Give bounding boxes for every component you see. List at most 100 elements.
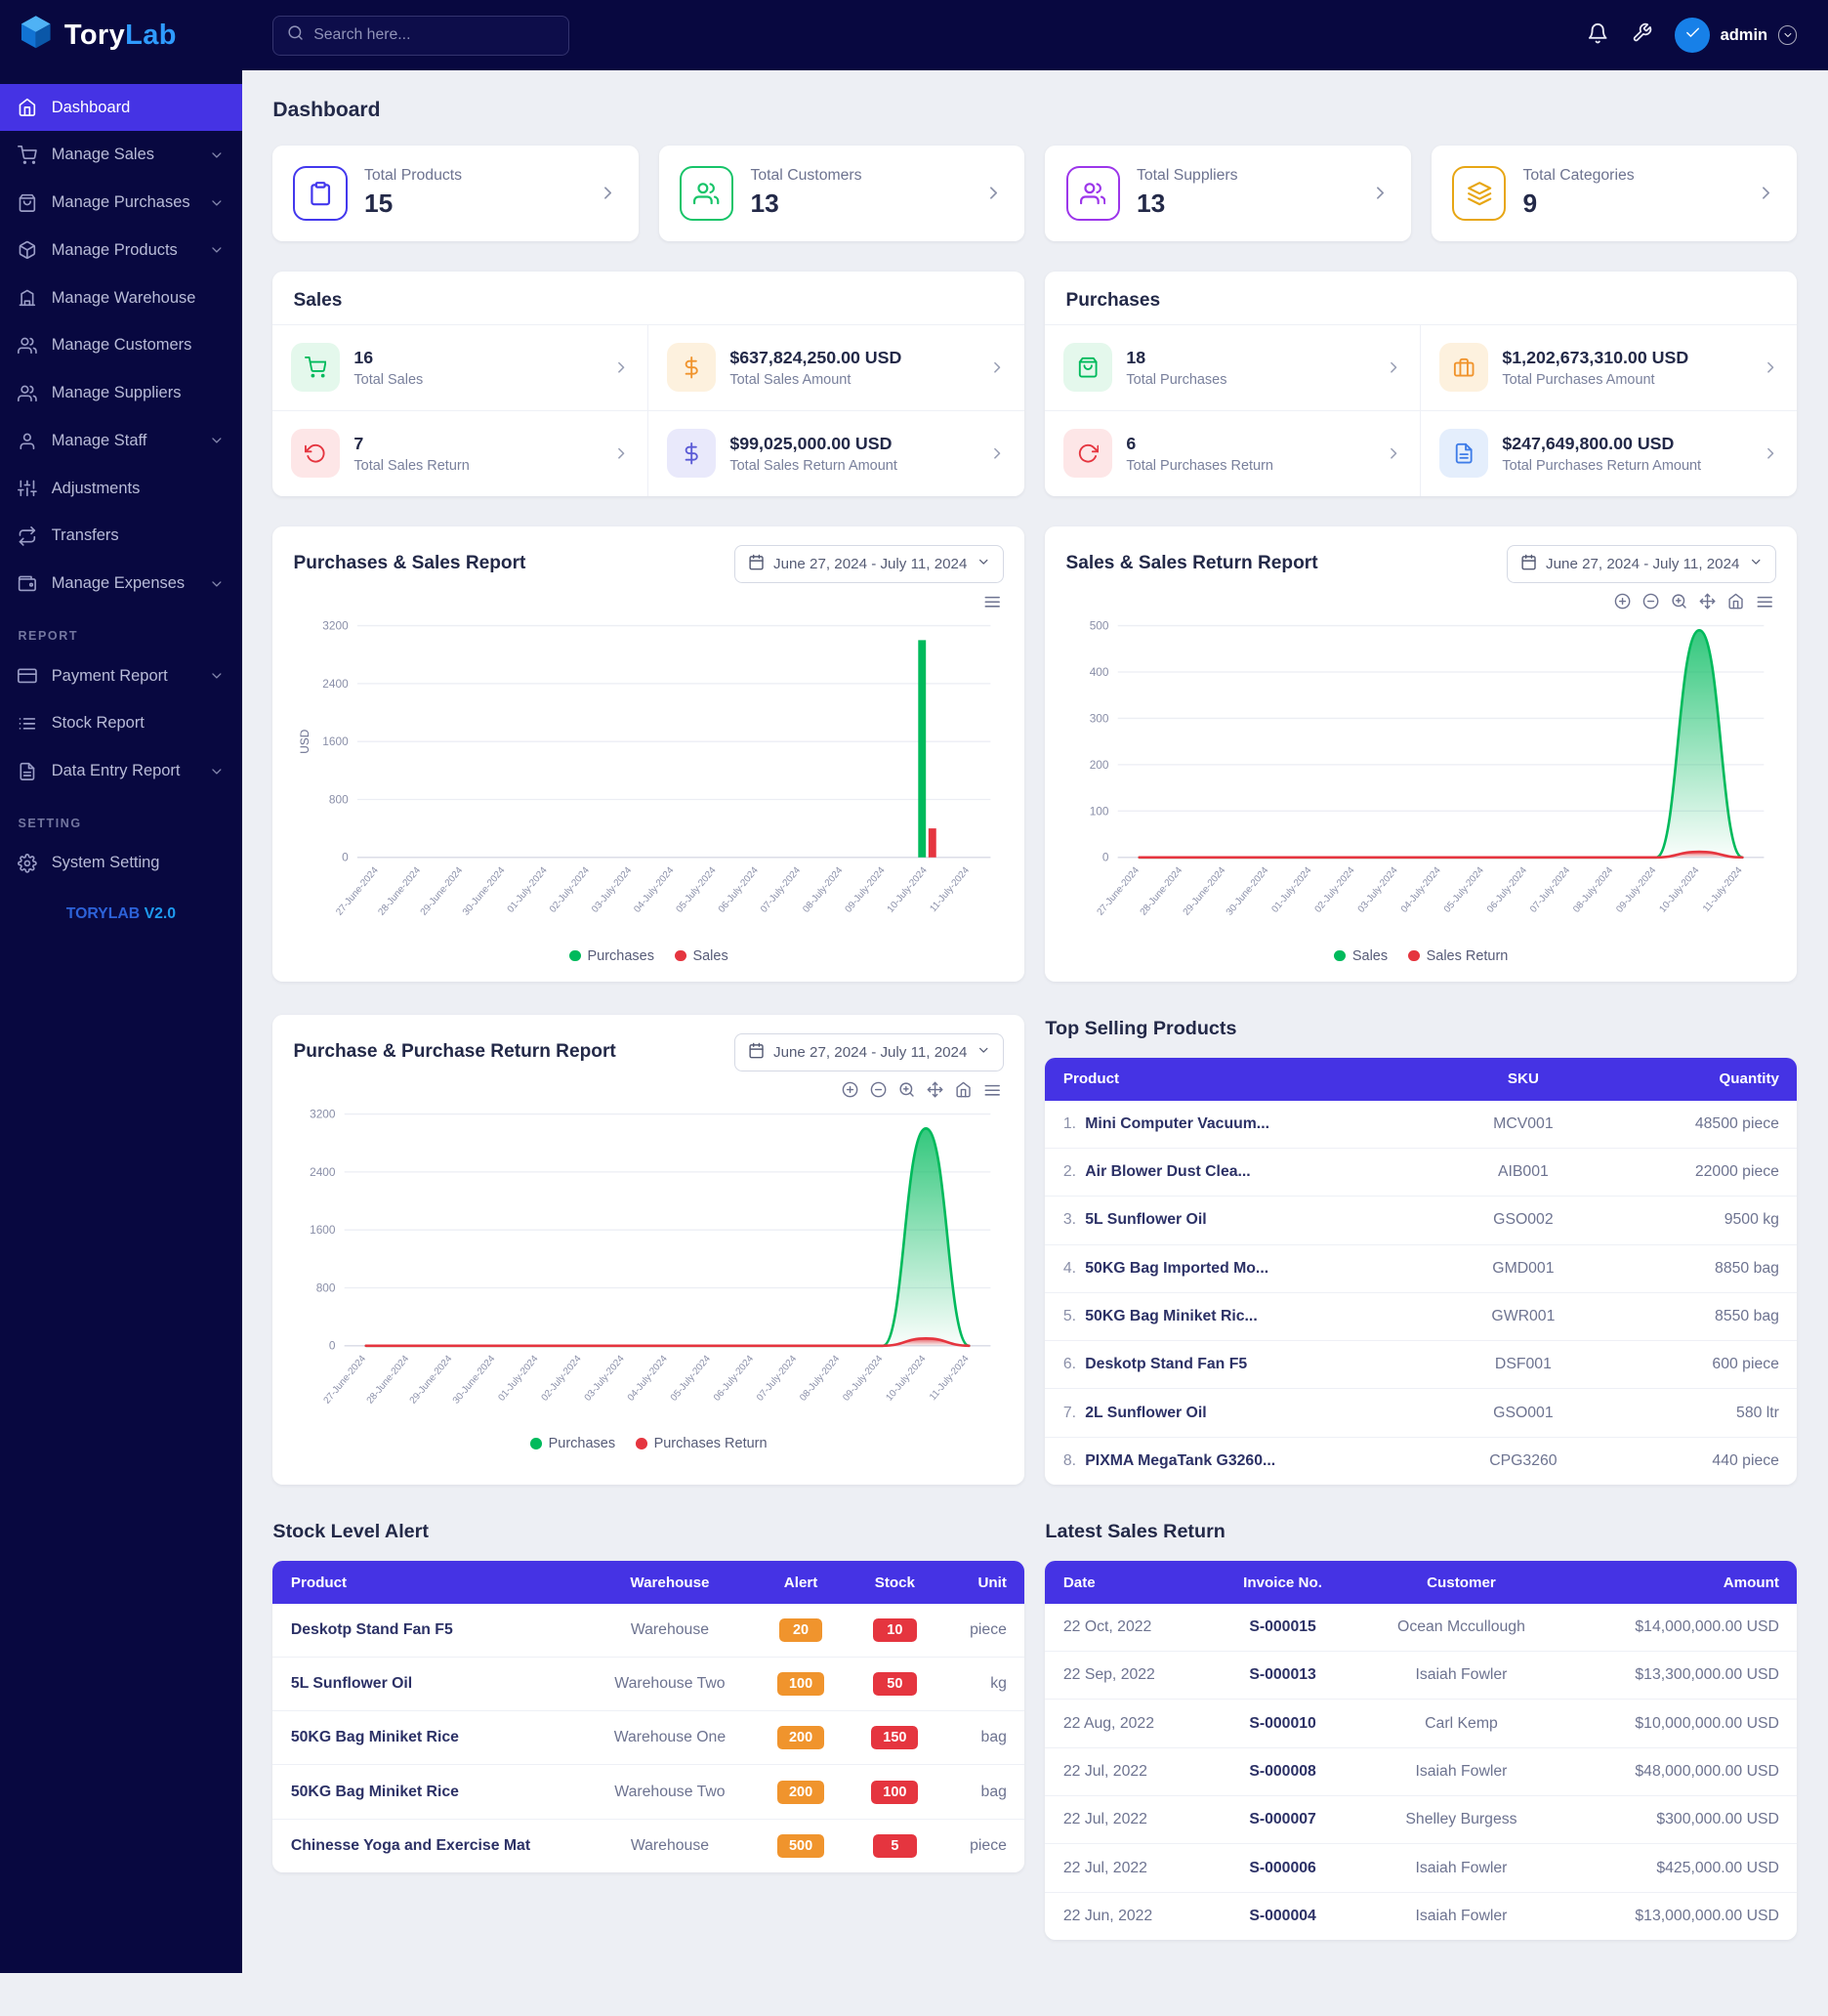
row-number: 8. [1062,1451,1077,1469]
legend-item-purchases[interactable]: Purchases [530,1436,615,1451]
wrench-icon [1632,22,1652,48]
customer-name: Ocean Mccullough [1397,1617,1525,1635]
legend-item-purchases-return[interactable]: Purchases Return [636,1436,768,1451]
sidebar-item-manage-purchases[interactable]: Manage Purchases [0,179,242,227]
column-header-customer: Customer [1355,1561,1566,1604]
stat-card-total-suppliers[interactable]: Total Suppliers 13 [1045,146,1411,241]
date-range-select[interactable]: June 27, 2024 - July 11, 2024 [733,1032,1005,1071]
calendar-icon [748,554,765,574]
notifications-button[interactable] [1587,22,1608,49]
legend-item-sales[interactable]: Sales [1334,948,1388,964]
chart-legend: Sales Sales Return [1066,945,1777,969]
reset-zoom-icon[interactable] [955,1081,972,1101]
tile-total-purchases-amount[interactable]: $1,202,673,310.00 USD Total Purchases Amo… [1421,323,1798,410]
box-icon [18,240,38,261]
column-header-product: Product [1045,1058,1441,1101]
table-row: 22 Jul, 2022 S-000006 Isaiah Fowler $425,00… [1045,1843,1798,1893]
date-range-select[interactable]: June 27, 2024 - July 11, 2024 [733,544,1005,583]
table-cell: MCV001 [1440,1100,1606,1149]
sidebar-item-label: Manage Expenses [51,574,186,593]
pan-icon[interactable] [1699,593,1716,612]
column-header-sku: SKU [1440,1058,1606,1101]
product-sku: GMD001 [1492,1259,1555,1277]
reset-zoom-icon[interactable] [1727,593,1744,612]
svg-text:11-July-2024: 11-July-2024 [928,1353,972,1403]
stock-alert-section: Stock Level Alert Product Warehouse Alert S… [272,1518,1025,1940]
zoom-in-icon[interactable] [1614,593,1631,612]
tools-button[interactable] [1632,22,1652,48]
zoom-out-icon[interactable] [870,1081,887,1101]
table-row: 22 Aug, 2022 S-000010 Carl Kemp $10,000,000… [1045,1699,1798,1748]
chevron-right-icon [988,444,1006,462]
pan-icon[interactable] [927,1081,943,1101]
zoom-in-icon[interactable] [842,1081,858,1101]
sidebar-item-manage-staff[interactable]: Manage Staff [0,417,242,465]
tile-total-purchases-return[interactable]: 6 Total Purchases Return [1045,409,1422,496]
tile-total-sales-return-amount[interactable]: $99,025,000.00 USD Total Sales Return Amo… [648,409,1025,496]
chevron-down-icon [209,147,225,163]
tile-meta: $247,649,800.00 USD Total Purchases Retur… [1502,434,1701,474]
sidebar-item-manage-sales[interactable]: Manage Sales [0,131,242,179]
legend-label: Sales [1351,947,1389,964]
sidebar-item-manage-warehouse[interactable]: Manage Warehouse [0,274,242,322]
table-row: 22 Jul, 2022 S-000007 Shelley Burgess $300,… [1045,1795,1798,1845]
legend-item-purchases[interactable]: Purchases [569,948,654,964]
sidebar-item-manage-customers[interactable]: Manage Customers [0,321,242,369]
stat-card-total-products[interactable]: Total Products 15 [272,146,639,241]
svg-text:01-July-2024: 01-July-2024 [1269,864,1313,914]
customer-name: Isaiah Fowler [1415,1859,1508,1876]
chevron-right-icon [983,183,1004,203]
table-cell: 7. 2L Sunflower Oil [1045,1388,1441,1438]
layers-icon [1452,166,1507,221]
sidebar-item-data-entry-report[interactable]: Data Entry Report [0,747,242,795]
table-cell: GWR001 [1440,1292,1606,1342]
selection-zoom-icon[interactable] [1671,593,1687,612]
return-amount: $48,000,000.00 USD [1635,1762,1779,1780]
legend-item-sales[interactable]: Sales [675,948,728,964]
latest-sales-return-table: Date Invoice No. Customer Amount 22 Oct, 20… [1045,1561,1798,1940]
row-number: 5. [1062,1308,1077,1325]
menu-icon[interactable] [983,1081,1001,1101]
product-sku: GSO001 [1493,1404,1554,1421]
table-cell: $14,000,000.00 USD [1565,1603,1798,1653]
menu-icon[interactable] [983,593,1001,612]
table-cell: Carl Kemp [1355,1699,1566,1748]
return-date: 22 Jun, 2022 [1062,1907,1153,1924]
search-input[interactable] [313,26,556,45]
stat-card-total-categories[interactable]: Total Categories 9 [1431,146,1798,241]
product-name: 50KG Bag Miniket Rice [290,1783,459,1800]
product-name: Air Blower Dust Clea... [1085,1163,1251,1181]
sidebar-item-system-setting[interactable]: System Setting [0,840,242,888]
zoom-out-icon[interactable] [1642,593,1659,612]
sidebar-item-adjustments[interactable]: Adjustments [0,465,242,513]
tile-total-sales-amount[interactable]: $637,824,250.00 USD Total Sales Amount [648,323,1025,410]
page-title: Dashboard [272,99,381,122]
tile-total-purchases-return-amount[interactable]: $247,649,800.00 USD Total Purchases Retur… [1421,409,1798,496]
date-range-select[interactable]: June 27, 2024 - July 11, 2024 [1506,544,1777,583]
stat-label: Total Suppliers [1136,167,1238,185]
sidebar-item-stock-report[interactable]: Stock Report [0,699,242,747]
stat-card-total-customers[interactable]: Total Customers 13 [658,146,1025,241]
tile-total-sales[interactable]: 16 Total Sales [272,323,649,410]
sidebar-item-payment-report[interactable]: Payment Report [0,652,242,700]
sidebar-item-manage-suppliers[interactable]: Manage Suppliers [0,369,242,417]
stat-meta: Total Customers 13 [750,167,861,219]
cart-icon [18,145,38,165]
sidebar-item-transfers[interactable]: Transfers [0,513,242,561]
menu-icon[interactable] [1756,593,1773,612]
tile-total-purchases[interactable]: 18 Total Purchases [1045,323,1422,410]
legend-item-sales-return[interactable]: Sales Return [1408,948,1508,964]
svg-text:3200: 3200 [311,1107,337,1120]
sidebar-item-manage-products[interactable]: Manage Products [0,227,242,274]
tile-label: Total Purchases [1126,371,1227,388]
sidebar-item-dashboard[interactable]: Dashboard [0,83,242,132]
invoice-number: S-000007 [1249,1811,1316,1828]
table-cell: GMD001 [1440,1244,1606,1293]
app-logo[interactable]: ToryLab [0,13,242,58]
svg-text:02-July-2024: 02-July-2024 [540,1353,584,1403]
sidebar-item-manage-expenses[interactable]: Manage Expenses [0,560,242,608]
selection-zoom-icon[interactable] [898,1081,915,1101]
svg-text:05-July-2024: 05-July-2024 [1441,864,1485,914]
user-menu[interactable]: admin [1675,18,1798,54]
tile-total-sales-return[interactable]: 7 Total Sales Return [272,409,649,496]
